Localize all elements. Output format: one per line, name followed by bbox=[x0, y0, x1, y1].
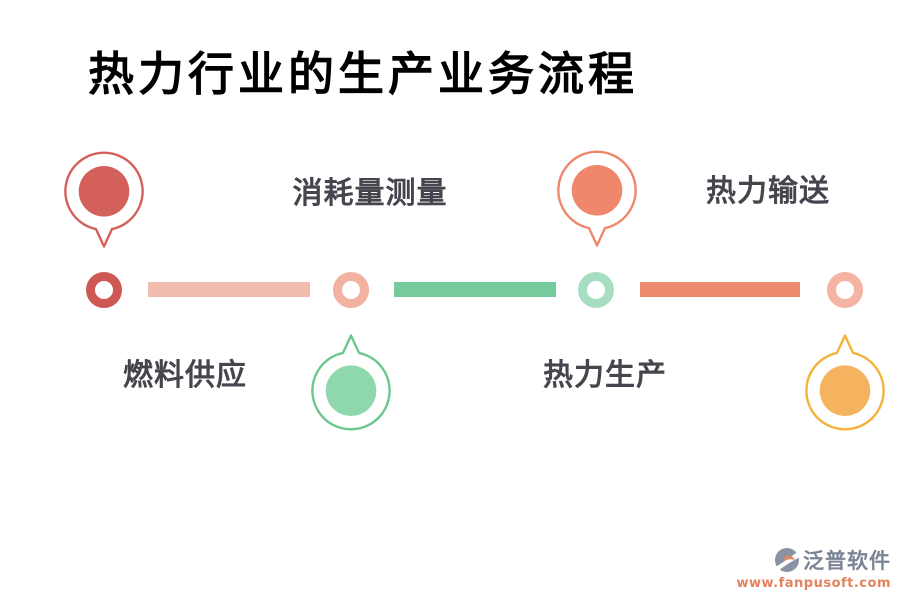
balloon-marker-icon bbox=[805, 334, 885, 431]
fanpu-logo-icon bbox=[774, 548, 800, 572]
watermark: 泛普软件 www.fanpusoft.com bbox=[736, 545, 891, 591]
step-label-fuel-supply: 燃料供应 bbox=[123, 358, 247, 393]
watermark-brand: 泛普软件 bbox=[803, 549, 891, 573]
timeline-connector-2 bbox=[394, 282, 556, 297]
watermark-url: www.fanpusoft.com bbox=[736, 576, 891, 591]
step-label-heat-transmission: 热力输送 bbox=[706, 174, 830, 209]
timeline-node-ring-4 bbox=[827, 272, 863, 308]
balloon-marker-icon bbox=[311, 334, 391, 431]
balloon-marker-icon bbox=[64, 151, 144, 248]
step-label-consumption-measurement: 消耗量测量 bbox=[292, 176, 448, 211]
step-label-heat-production: 热力生产 bbox=[543, 358, 667, 393]
timeline-connector-3 bbox=[640, 282, 800, 297]
timeline-node-ring-1 bbox=[86, 272, 122, 308]
timeline-node-ring-2 bbox=[333, 272, 369, 308]
timeline-connector-1 bbox=[148, 282, 310, 297]
balloon-marker-icon bbox=[557, 150, 637, 247]
timeline-node-ring-3 bbox=[578, 272, 614, 308]
page-title: 热力行业的生产业务流程 bbox=[88, 47, 638, 101]
